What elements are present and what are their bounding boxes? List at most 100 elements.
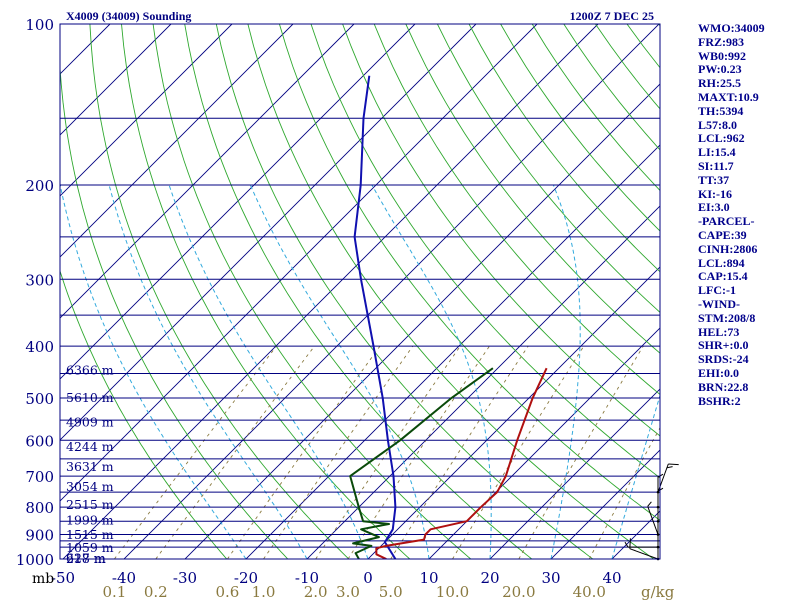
stat-line: KI:-16 — [698, 186, 732, 201]
height-label: 5610 m — [66, 390, 114, 405]
height-label: 2515 m — [66, 497, 114, 512]
moist-adiabat-line — [249, 184, 430, 559]
stat-line: TT:37 — [698, 172, 730, 187]
wind-barb-shaft — [629, 548, 659, 560]
isotherm-line — [60, 24, 172, 136]
isotherm-line — [60, 24, 538, 502]
dry-adiabat-line — [152, 24, 472, 559]
dry-adiabat-line — [310, 24, 660, 479]
dry-adiabat-line — [342, 24, 660, 437]
stat-line: LCL:894 — [698, 255, 745, 270]
mixing-ratio-tick-label: 0.1 — [102, 583, 126, 600]
temperature-tick-label: 30 — [541, 569, 560, 587]
height-label: 627 m — [66, 550, 106, 565]
moist-adiabat-line — [168, 184, 369, 559]
profiles — [349, 75, 548, 559]
stat-line: EHI:0.0 — [698, 365, 740, 380]
wind-barb-base — [656, 505, 660, 509]
isotherm-line — [123, 24, 660, 559]
mixing-ratio-tick-label: 0.2 — [144, 583, 168, 600]
valid-time: 1200Z 7 DEC 25 — [570, 9, 654, 23]
mixing-ratio-tick-label: 2.0 — [304, 583, 328, 600]
isotherm-line — [367, 266, 660, 559]
dry-adiabat-line — [468, 24, 660, 273]
isotherm-line — [60, 24, 355, 319]
stat-line: BRN:22.8 — [698, 379, 749, 394]
wind-barb-flag — [666, 466, 673, 469]
stat-line: CAPE:39 — [698, 227, 747, 242]
dry-adiabat-line — [184, 24, 533, 559]
temperature-tick-label: -10 — [295, 569, 319, 587]
temperature-tick-label: 40 — [602, 569, 621, 587]
height-label: 4244 m — [66, 439, 114, 454]
temperature-tick-label: 0 — [363, 569, 373, 587]
height-label: 6366 m — [66, 362, 114, 377]
stat-line: LFC:-1 — [698, 283, 736, 298]
stat-line: SI:11.7 — [698, 158, 734, 173]
temperature-tick-label: -20 — [234, 569, 258, 587]
wind-barb-flag — [624, 541, 629, 548]
pressure-tick-label: 700 — [25, 468, 54, 486]
isotherm-line — [60, 24, 477, 441]
stat-line: TH:5394 — [698, 103, 744, 118]
isotherm-line — [245, 144, 660, 559]
dry-adiabat-line — [278, 24, 660, 521]
height-label: 1515 m — [66, 527, 114, 542]
dry-adiabat-line — [247, 24, 655, 559]
pressure-tick-label: 800 — [25, 499, 54, 517]
moist-adiabat-line — [108, 184, 308, 559]
mixing-ratio-tick-label: 0.6 — [215, 583, 239, 600]
wind-barb-flag — [647, 501, 652, 507]
temperature-tick-label: -30 — [173, 569, 197, 587]
mixing-ratio-line — [452, 345, 585, 559]
stat-line: EI:3.0 — [698, 200, 730, 215]
mixing-ratio-tick-label: 20.0 — [502, 583, 535, 600]
temperature-tick-label: 20 — [480, 569, 499, 587]
wind-barb-base — [656, 533, 660, 536]
mixing-ratio-unit: g/kg — [641, 583, 675, 600]
mixing-ratio-line — [390, 345, 529, 559]
dry-adiabat-line — [215, 24, 594, 559]
isotherm-line — [550, 449, 660, 559]
stat-line: SHR+:0.0 — [698, 338, 749, 353]
dry-adiabat-line — [436, 24, 660, 313]
wind-barb-base — [656, 545, 660, 549]
stat-line: SRDS:-24 — [698, 352, 749, 367]
height-label: 1059 m — [66, 540, 114, 555]
stat-line: CINH:2806 — [698, 241, 758, 256]
isotherm-line — [60, 24, 233, 197]
wind-barb-base — [656, 490, 660, 494]
chart-title: X4009 (34009) Sounding — [66, 9, 191, 23]
mixing-ratio-tick-label: 1.0 — [252, 583, 276, 600]
dry-adiabat-line — [373, 24, 660, 396]
stats-panel: WMO:34009 FRZ:983 WB0:992 PW:0.23 RH:25.5 MAX… — [698, 21, 798, 408]
isotherm-line — [62, 24, 599, 559]
dry-adiabat-line — [60, 61, 289, 559]
pressure-tick-label: 400 — [25, 338, 54, 356]
temperature-tick-label: -40 — [112, 569, 136, 587]
pressure-tick-label: 1000 — [16, 551, 54, 569]
mixing-ratio-line — [588, 426, 660, 559]
wind-barb-base — [656, 519, 660, 523]
wind-barb-flag — [668, 463, 679, 466]
pressure-tick-label: 500 — [25, 390, 54, 408]
wind-barb-shaft — [647, 506, 659, 535]
dry-adiabat-line — [89, 24, 350, 559]
stat-line: RH:25.5 — [698, 76, 741, 91]
mixing-ratio-tick-label: 40.0 — [573, 583, 606, 600]
isotherm-line — [489, 388, 660, 559]
mixing-ratio-tick-label: 3.0 — [336, 583, 360, 600]
pressure-tick-label: 600 — [25, 432, 54, 450]
stat-line: BSHR:2 — [698, 393, 741, 408]
height-label: 4909 m — [66, 415, 114, 430]
stat-line: LCL:962 — [698, 131, 745, 146]
pressure-tick-label: 200 — [25, 177, 54, 195]
pressure-tick-label: 300 — [25, 271, 54, 289]
dry-adiabat-line — [405, 24, 660, 354]
stat-line: L57:8.0 — [698, 117, 737, 132]
stat-line: STM:208/8 — [698, 310, 756, 325]
isotherm-line — [60, 24, 416, 380]
mixing-ratio-line — [114, 345, 277, 559]
stat-line: CAP:15.4 — [698, 269, 748, 284]
